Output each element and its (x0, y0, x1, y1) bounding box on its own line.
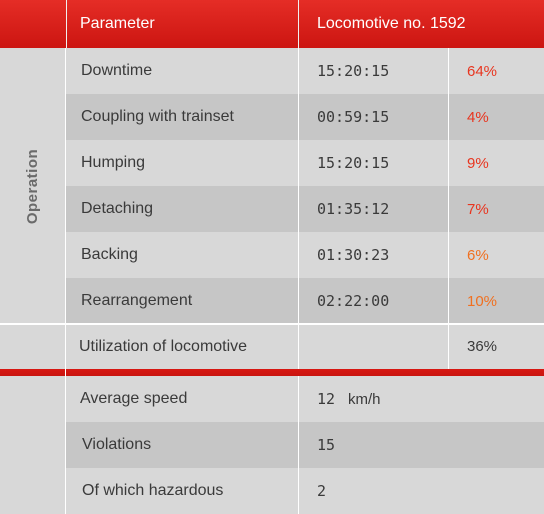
row-percent: 10% (467, 292, 498, 310)
header-locomotive: Locomotive no. 1592 (317, 15, 466, 32)
table-row: Humping 15:20:15 9% (66, 140, 544, 186)
table-row: Average speed 12 km/h (66, 376, 544, 422)
row-time: 00:59:15 (317, 108, 390, 126)
row-separator (0, 323, 544, 325)
utilization-label: Utilization of locomotive (79, 337, 248, 355)
row-value: 15 (317, 436, 336, 454)
stats-group-cell (0, 376, 66, 514)
utilization-row: Utilization of locomotive 36% (66, 324, 544, 369)
row-percent: 4% (467, 108, 489, 126)
column-divider (448, 278, 449, 324)
row-time: 02:22:00 (317, 292, 390, 310)
row-parameter: Average speed (80, 390, 188, 407)
table-row: Violations 15 (66, 422, 544, 468)
operation-group-cell (0, 48, 66, 324)
header-divider (66, 0, 67, 48)
column-divider (298, 278, 299, 324)
row-time: 15:20:15 (317, 154, 390, 172)
utilization-percent: 36% (467, 338, 498, 355)
operation-group-label: Operation (0, 48, 66, 324)
section-separator-bar (0, 369, 544, 376)
table-row: Rearrangement 02:22:00 10% (66, 278, 544, 324)
row-time: 15:20:15 (317, 62, 390, 80)
table-row: Downtime 15:20:15 64% (66, 48, 544, 94)
row-percent: 7% (467, 200, 489, 218)
row-percent: 6% (467, 246, 489, 264)
table-header: Parameter Locomotive no. 1592 (0, 0, 544, 48)
operation-label-text: Operation (24, 148, 42, 224)
column-divider (298, 422, 299, 468)
table-row: Of which hazardous 2 (66, 468, 544, 514)
row-parameter: Coupling with trainset (81, 108, 234, 125)
row-unit: km/h (348, 390, 381, 408)
column-divider (298, 468, 299, 514)
row-parameter: Backing (81, 246, 138, 263)
row-parameter: Rearrangement (81, 292, 193, 309)
column-divider (448, 94, 449, 140)
column-divider (448, 186, 449, 232)
column-divider (298, 376, 299, 422)
column-divider (448, 48, 449, 94)
column-divider (298, 140, 299, 186)
row-parameter: Humping (81, 154, 146, 171)
row-parameter: Detaching (81, 200, 154, 217)
row-time: 01:35:12 (317, 200, 390, 218)
row-time: 01:30:23 (317, 246, 390, 264)
column-divider (448, 140, 449, 186)
table-row: Coupling with trainset 00:59:15 4% (66, 94, 544, 140)
row-value: 12 (317, 390, 336, 408)
row-percent: 64% (467, 62, 498, 80)
row-parameter: Violations (82, 436, 152, 453)
row-parameter: Downtime (81, 62, 153, 79)
column-divider (448, 324, 449, 369)
row-value: 2 (317, 482, 327, 500)
column-divider (298, 232, 299, 278)
column-divider (448, 232, 449, 278)
table-row: Detaching 01:35:12 7% (66, 186, 544, 232)
column-divider (298, 94, 299, 140)
table-row: Backing 01:30:23 6% (66, 232, 544, 278)
row-percent: 9% (467, 154, 489, 172)
column-divider (298, 48, 299, 94)
side-column-divider (65, 48, 66, 514)
header-parameter: Parameter (80, 15, 155, 32)
utilization-side-cell (0, 324, 66, 369)
row-parameter: Of which hazardous (82, 482, 224, 499)
header-divider (298, 0, 299, 48)
column-divider (298, 186, 299, 232)
column-divider (298, 324, 299, 369)
